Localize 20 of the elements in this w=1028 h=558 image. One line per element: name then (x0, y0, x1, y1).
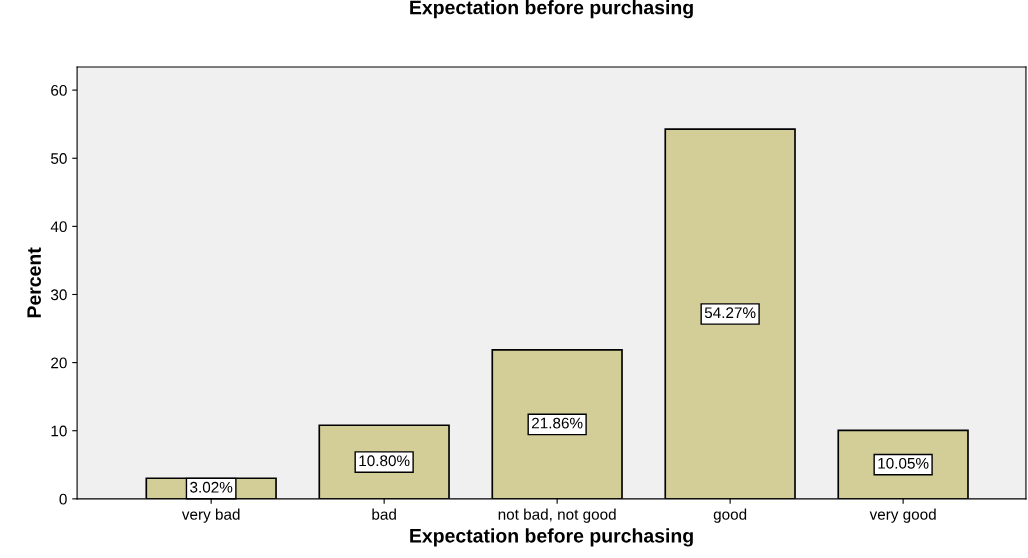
x-tick-label: very good (869, 508, 936, 523)
x-axis-title: Expectation before purchasing (410, 528, 693, 547)
x-tick-label: bad (372, 508, 396, 520)
data-label: 3.02% (190, 481, 233, 493)
x-tick-label: not bad, not good (498, 508, 616, 523)
y-tick-label: 20 (51, 357, 67, 369)
y-axis-title: Percent (27, 247, 41, 318)
y-tick-label: 30 (50, 289, 67, 301)
data-label: 10.05% (878, 457, 929, 469)
y-tick-label: 10 (51, 425, 67, 437)
y-tick-label: 0 (59, 493, 67, 505)
y-tick-label: 50 (51, 153, 67, 164)
y-tick-label: 40 (50, 221, 67, 233)
chart-title: Expectation before purchasing (410, 0, 693, 19)
x-tick-label: very bad (181, 508, 240, 523)
y-tick-label: 60 (51, 84, 67, 96)
data-label: 54.27% (704, 307, 756, 319)
data-label: 21.86% (532, 417, 583, 429)
data-label: 10.80% (359, 455, 410, 467)
x-tick-label: good (713, 508, 747, 523)
